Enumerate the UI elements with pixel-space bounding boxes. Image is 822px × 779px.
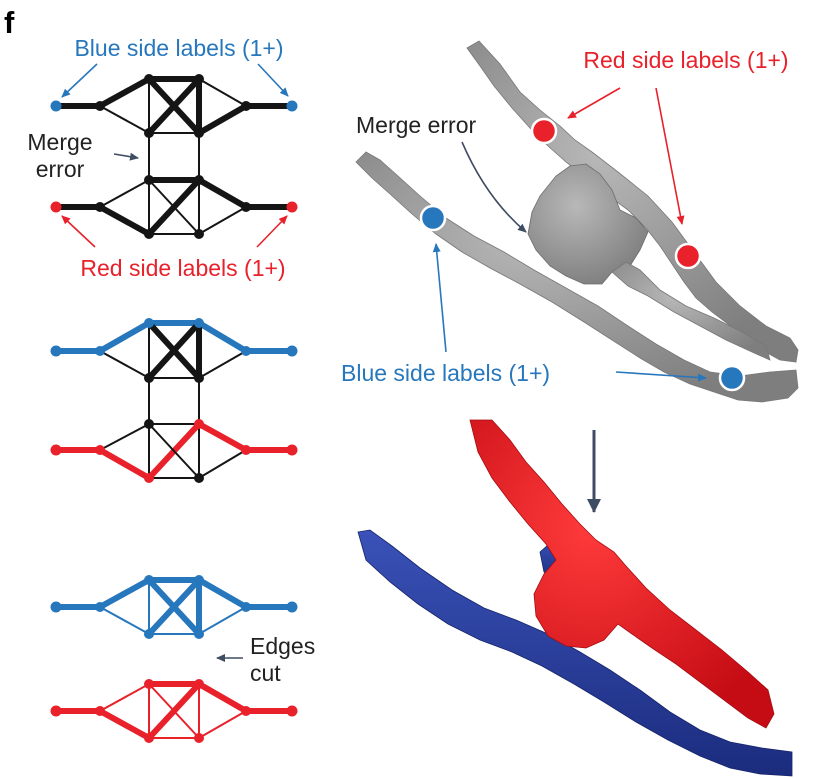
mesh-red-arrow-left xyxy=(567,87,621,119)
mesh-red-segment xyxy=(469,419,775,729)
mesh-blue-segment xyxy=(357,529,793,777)
mesh-blue-side-label: Blue side labels (1+) xyxy=(341,360,550,386)
blue-label-node xyxy=(50,100,62,112)
graph-red-arrow-right xyxy=(256,215,288,248)
graph-edges-cut-label-line2: cut xyxy=(250,660,281,686)
mesh-blue-label-node xyxy=(718,364,746,392)
panel-letter: f xyxy=(4,5,15,40)
graph-merged-nodes xyxy=(95,74,251,239)
graph-split-red-nodes xyxy=(50,679,298,743)
red-label-node xyxy=(286,201,298,213)
mesh-blue-arrow-right xyxy=(615,371,707,382)
graph-split-blue-nodes xyxy=(50,575,298,639)
graph-merged: Blue side labels (1+) Merge error Red si… xyxy=(27,35,298,281)
mesh-merged: Merge error Red side labels (1+) Blue si… xyxy=(341,40,799,403)
mesh-blue-label-node xyxy=(419,204,447,232)
graph-split-blue xyxy=(53,577,295,637)
graph-merged-upper xyxy=(53,76,295,136)
graph-blue-arrow-left xyxy=(61,63,98,98)
mesh-side-branch xyxy=(611,261,771,361)
graph-colored-upper xyxy=(53,320,295,381)
mesh-red-label-node xyxy=(674,242,702,270)
red-label-node xyxy=(50,201,62,213)
graph-red-side-label: Red side labels (1+) xyxy=(80,255,285,281)
graph-merge-error-label-line1: Merge xyxy=(27,129,92,155)
graph-colored xyxy=(50,318,298,483)
mesh-red-label-node xyxy=(530,117,558,145)
graph-split-red xyxy=(53,681,295,741)
graph-merge-error-arrow xyxy=(113,152,139,161)
graph-merged-lower xyxy=(53,177,295,237)
blue-label-node xyxy=(286,100,298,112)
graph-split: Edges cut xyxy=(50,575,315,743)
graph-red-arrow-left xyxy=(61,215,96,248)
graph-edges-cut-label-line1: Edges xyxy=(250,633,315,659)
mesh-merge-error-arrow xyxy=(461,141,527,233)
graph-colored-lower xyxy=(53,421,295,481)
mesh-blue-arrow-up xyxy=(432,243,447,353)
mesh-red-arrow-right xyxy=(655,87,685,225)
mesh-separated xyxy=(357,419,793,777)
graph-blue-arrow-right xyxy=(257,63,289,97)
mesh-lower-neurite xyxy=(355,151,799,403)
graph-merge-error-label-line2: error xyxy=(36,156,85,182)
mesh-red-side-label: Red side labels (1+) xyxy=(583,47,788,73)
mesh-merge-blob xyxy=(527,163,649,285)
graph-blue-side-label: Blue side labels (1+) xyxy=(74,35,283,61)
graph-colored-nodes xyxy=(50,318,298,483)
mesh-upper-neurite xyxy=(466,40,799,363)
mesh-merge-error-label: Merge error xyxy=(356,112,476,138)
